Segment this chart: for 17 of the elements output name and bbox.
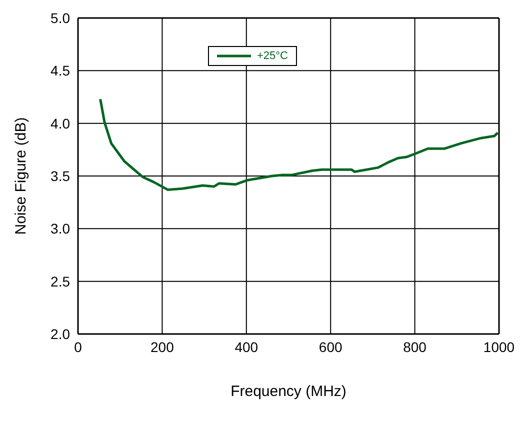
x-tick-label: 400 [234, 338, 258, 355]
y-tick-label: 5.0 [50, 10, 70, 26]
legend-label: +25°C [257, 50, 288, 62]
y-tick-label: 2.0 [50, 326, 70, 342]
x-tick-label: 800 [403, 338, 427, 355]
y-axis-title: Noise Figure (dB) [12, 117, 30, 235]
y-tick-label: 4.0 [50, 115, 70, 132]
x-axis-title: Frequency (MHz) [230, 383, 346, 400]
y-tick-label: 3.5 [50, 168, 70, 184]
x-tick-label: 0 [74, 338, 82, 355]
y-tick-label: 3.0 [50, 220, 70, 237]
line-series [99, 98, 499, 191]
y-tick-label: 4.5 [50, 62, 70, 79]
x-tick-label: 1000 [483, 338, 515, 355]
x-tick-label: 200 [150, 338, 174, 355]
y-tick-label: 2.5 [50, 273, 70, 290]
x-tick-label: 600 [318, 338, 342, 355]
